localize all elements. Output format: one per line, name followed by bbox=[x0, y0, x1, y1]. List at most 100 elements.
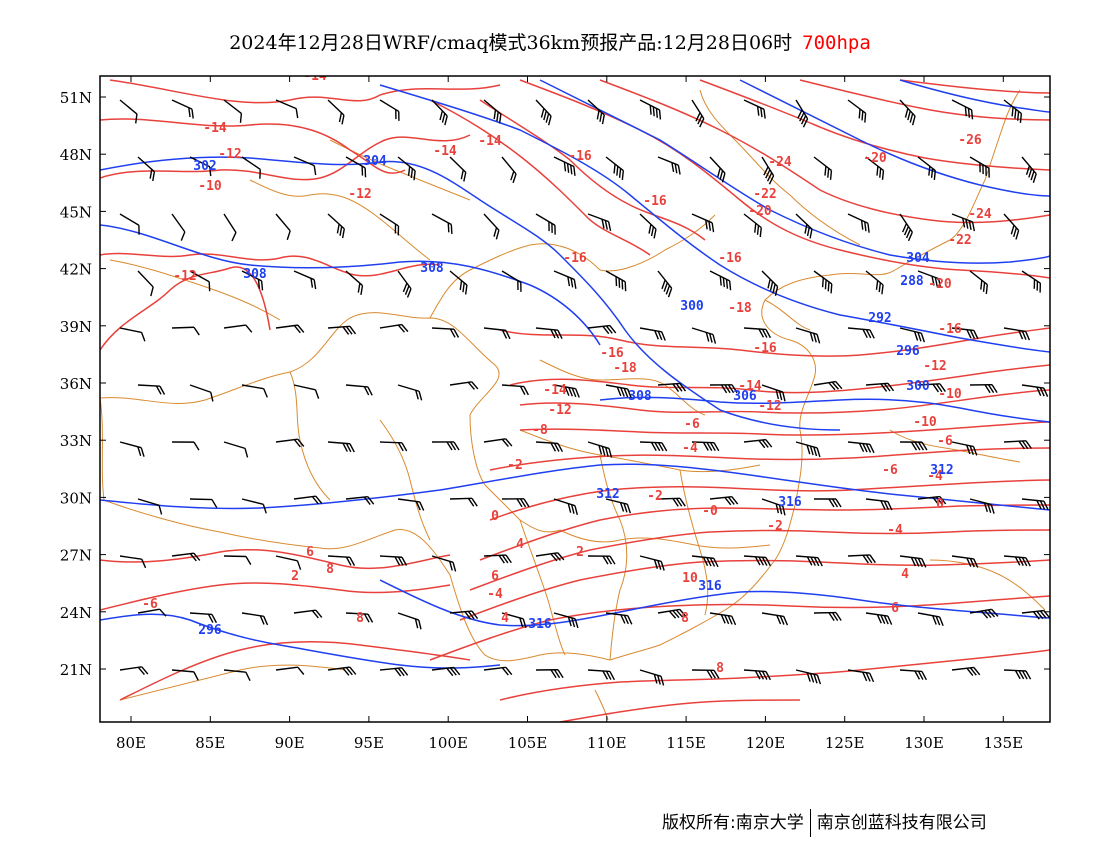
wind-barb bbox=[639, 669, 665, 686]
wind-barb bbox=[743, 555, 772, 567]
wind-barb bbox=[709, 612, 737, 626]
wind-barb bbox=[431, 441, 460, 451]
wind-barb bbox=[483, 666, 513, 676]
height-label: 316 bbox=[698, 579, 722, 594]
wind-barb bbox=[899, 669, 928, 681]
wind-barb bbox=[241, 612, 269, 626]
wind-barb bbox=[189, 270, 211, 292]
temperature-contour bbox=[100, 266, 271, 351]
wind-barb bbox=[969, 156, 990, 178]
temperature-label: -16 bbox=[600, 346, 624, 361]
wind-barb bbox=[761, 270, 779, 296]
wind-barb bbox=[119, 327, 146, 342]
temperature-contour bbox=[429, 99, 651, 256]
lat-tick-label: 24N bbox=[60, 604, 92, 622]
wind-barb bbox=[119, 555, 147, 569]
height-label: 292 bbox=[868, 311, 891, 326]
wind-barb bbox=[171, 326, 200, 336]
border-line bbox=[599, 214, 716, 272]
height-label: 308 bbox=[420, 261, 444, 276]
temperature-contour bbox=[489, 447, 1050, 471]
wind-barb bbox=[969, 498, 995, 514]
wind-barb bbox=[397, 384, 423, 401]
temperature-labels: -14-14-14-12 -14 -16-26-10-12-24 -20-16 -22-… bbox=[142, 69, 992, 676]
wind-barb bbox=[1003, 327, 1031, 341]
temperature-label: -24 bbox=[968, 207, 992, 222]
wind-barb bbox=[501, 384, 529, 396]
temperature-label: -14 bbox=[303, 69, 327, 84]
wind-barb bbox=[605, 384, 632, 398]
province-borders bbox=[100, 89, 1046, 721]
wind-barb bbox=[847, 441, 875, 454]
wind-barb bbox=[275, 555, 302, 570]
temperature-label: -14 bbox=[478, 134, 502, 149]
latitude-axis: 51N 48N 45N 42N 39N 36N 33N 30N 27N 24N 21N bbox=[60, 89, 1050, 679]
lon-tick-label: 90E bbox=[275, 734, 305, 752]
wind-barb bbox=[969, 608, 999, 619]
temperature-label: -6 bbox=[142, 597, 158, 612]
wind-barb bbox=[345, 612, 374, 623]
wind-barb bbox=[657, 608, 687, 619]
wind-barb bbox=[449, 270, 468, 295]
wind-barb bbox=[917, 612, 944, 627]
wind-barb bbox=[119, 666, 149, 675]
temperature-label: 4 bbox=[501, 611, 509, 626]
wind-barb bbox=[171, 552, 201, 562]
wind-barb bbox=[847, 99, 867, 123]
wind-barb bbox=[743, 669, 772, 681]
wind-barb bbox=[119, 213, 140, 235]
wind-barb bbox=[171, 213, 186, 241]
temperature-label: 6 bbox=[306, 545, 314, 560]
wind-barb bbox=[483, 554, 512, 564]
height-label: 316 bbox=[778, 495, 802, 510]
wind-barb bbox=[483, 99, 502, 124]
temperature-label: -10 bbox=[913, 415, 937, 430]
wind-barb bbox=[189, 612, 218, 624]
wind-barb bbox=[449, 610, 479, 620]
temperature-label: -12 bbox=[548, 403, 571, 418]
wind-barb bbox=[795, 669, 822, 685]
wind-barb bbox=[813, 380, 843, 391]
wind-barb bbox=[761, 384, 786, 402]
wind-barb bbox=[917, 495, 947, 506]
temperature-label: -20 bbox=[863, 151, 887, 166]
height-label: 304 bbox=[906, 251, 930, 266]
wind-barb bbox=[743, 327, 772, 339]
temperature-label: -12 bbox=[218, 147, 241, 162]
temperature-label: 8 bbox=[716, 661, 724, 676]
temperature-label: -12 bbox=[348, 187, 371, 202]
wind-barb bbox=[587, 324, 617, 335]
height-label: 288 bbox=[900, 274, 924, 289]
lon-tick-label: 110E bbox=[587, 734, 627, 752]
wind-barb bbox=[761, 498, 786, 516]
wind-barb bbox=[327, 325, 357, 335]
lat-tick-label: 21N bbox=[60, 661, 92, 679]
temperature-label: -6 bbox=[684, 417, 700, 432]
wind-barb bbox=[865, 612, 893, 625]
temperature-contour bbox=[100, 548, 451, 570]
temperature-label: -12 bbox=[758, 399, 781, 414]
border-line bbox=[984, 89, 1021, 181]
border-line bbox=[119, 664, 346, 701]
wind-barb bbox=[431, 666, 461, 677]
temperature-label: -2 bbox=[507, 458, 523, 473]
wind-barb bbox=[795, 99, 809, 128]
copyright-footer: 版权所有:南京大学 南京创蓝科技有限公司 bbox=[662, 808, 987, 837]
wind-barb bbox=[345, 496, 375, 505]
wind-barb bbox=[431, 99, 448, 126]
temperature-label: -2 bbox=[647, 489, 663, 504]
wind-barb bbox=[865, 382, 895, 392]
wind-barb bbox=[223, 441, 249, 458]
wind-barb bbox=[431, 213, 453, 234]
border-line bbox=[519, 519, 566, 656]
border-line bbox=[929, 559, 1046, 611]
wind-barb bbox=[397, 498, 425, 511]
temperature-contour bbox=[100, 118, 406, 174]
height-label: 306 bbox=[733, 389, 757, 404]
wind-barb bbox=[639, 327, 666, 341]
wind-barb bbox=[379, 555, 408, 566]
border-line bbox=[559, 529, 771, 549]
wind-barb bbox=[1021, 156, 1037, 183]
wind-barb bbox=[795, 327, 821, 344]
temperature-contour bbox=[509, 364, 1050, 394]
